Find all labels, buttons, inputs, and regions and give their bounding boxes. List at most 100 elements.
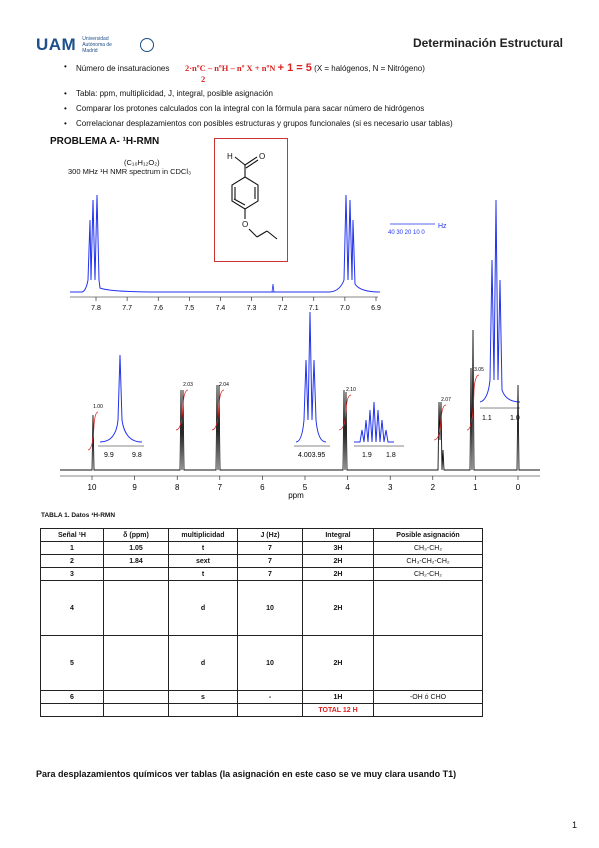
- table-cell: d: [168, 580, 238, 636]
- list-item: Número de insaturaciones 2·nºC – nºH – n…: [64, 62, 524, 84]
- axis-tick-label: 1: [473, 483, 478, 492]
- x-axis-label: ppm: [288, 491, 304, 500]
- table-cell: 2H: [302, 567, 374, 581]
- table-cell: CH₃-CH₂-CH₂: [373, 554, 483, 568]
- integral-value: 2.04: [219, 382, 229, 388]
- unsaturation-divisor: 2: [201, 74, 206, 84]
- inset-tick-label: 7.2: [278, 305, 288, 312]
- table-cell: 10: [237, 635, 303, 691]
- axis-tick-label: 2: [431, 483, 436, 492]
- table-cell: CH₂-CH₂: [373, 567, 483, 581]
- table-row: 6 s -1H -OH ó CHO: [40, 690, 483, 704]
- table-cell: [40, 703, 104, 717]
- table-cell: 1: [40, 541, 104, 555]
- column-header: Señal ¹H: [40, 528, 104, 542]
- footer-note: Para desplazamientos químicos ver tablas…: [36, 769, 457, 779]
- inset-tick-label: 7.7: [122, 305, 132, 312]
- page-title: Determinación Estructural: [412, 36, 563, 50]
- logo-text: UAM: [36, 35, 77, 54]
- table-cell: [237, 703, 303, 717]
- problem-title: PROBLEMA A- ¹H-RMN: [50, 136, 160, 147]
- structure-box: H O O: [214, 138, 288, 262]
- uam-logo: UAM Universidad Autónoma de Madrid: [36, 35, 155, 55]
- cho-singlet-inset: [99, 354, 143, 443]
- column-header: Posible asignación: [373, 528, 483, 542]
- table-cell: 7: [237, 541, 303, 555]
- table-body: 1 1.05 t 7 3H CH₃-CH₂ 2 1.84 sext 7 2H CH₃-CH₂-CH₂ 3…: [40, 541, 483, 717]
- table-cell: CH₃-CH₂: [373, 541, 483, 555]
- column-header: J (Hz): [237, 528, 303, 542]
- table-cell: d: [168, 635, 238, 691]
- axis-tick-label: 0: [516, 483, 521, 492]
- molecule-structure-diagram: H O O: [227, 152, 278, 240]
- table-cell: t: [168, 541, 238, 555]
- axis-tick-label: 9: [132, 483, 137, 492]
- svg-text:O: O: [259, 152, 265, 161]
- table-cell: 2: [40, 554, 104, 568]
- instruction-list: Número de insaturaciones 2·nºC – nºH – n…: [64, 62, 524, 134]
- table-cell: t: [168, 567, 238, 581]
- integral-value: 2.10: [346, 387, 356, 393]
- integral-value: 1.00: [93, 404, 103, 410]
- table-cell: [103, 690, 169, 704]
- table-cell: 7: [237, 554, 303, 568]
- inset-tick-label: 7.3: [247, 305, 257, 312]
- ch3-inset-tick-2: 1.0: [510, 415, 520, 422]
- table-cell: [103, 567, 169, 581]
- inset-tick-label: 7.8: [91, 305, 101, 312]
- hz-scale: 40 30 20 10 0 Hz: [388, 223, 447, 236]
- list-item: Comparar los protones calculados con la …: [64, 104, 524, 114]
- table-header-row: Señal ¹H δ (ppm) multiplicidad J (Hz) In…: [40, 528, 483, 542]
- unsaturation-result: + 1 = 5: [277, 62, 312, 74]
- table-cell: 6: [40, 690, 104, 704]
- table-total-row: TOTAL 12 H: [40, 703, 483, 717]
- axis-tick-label: 6: [260, 483, 265, 492]
- ch2-inset-tick-2: 1.8: [386, 452, 396, 459]
- nmr-spectrum: 7.8 7.7 7.6 7.5 7.4 7.3 7.2 7.1 7.0 6.9 40 30 20 …: [60, 194, 540, 500]
- axis-tick-label: 7: [218, 483, 223, 492]
- main-spectrum-trace: [60, 329, 540, 471]
- table-cell: 2H: [302, 635, 374, 691]
- table-cell: 1.05: [103, 541, 169, 555]
- table-cell: -: [237, 690, 303, 704]
- integral-labels: 1.00 2.03 2.04 2.10 2.07 3.05: [93, 367, 484, 410]
- list-item: Correlacionar desplazamientos con posibl…: [64, 119, 524, 129]
- table-cell: 2H: [302, 580, 374, 636]
- page-number: 1: [571, 820, 577, 830]
- unsaturation-label: Número de insaturaciones: [76, 64, 170, 73]
- integral-value: 3.05: [474, 367, 484, 373]
- aromatic-inset: 7.8 7.7 7.6 7.5 7.4 7.3 7.2 7.1 7.0 6.9: [70, 194, 381, 312]
- list-item: Tabla: ppm, multiplicidad, J, integral, …: [64, 89, 524, 99]
- table-row: 2 1.84 sext 7 2H CH₃-CH₂-CH₂: [40, 554, 483, 568]
- table-cell: 10: [237, 580, 303, 636]
- inset-tick-label: 6.9: [371, 305, 381, 312]
- ch3-triplet-inset: [479, 199, 521, 403]
- table-cell: [103, 580, 169, 636]
- logo-subtext: Universidad Autónoma de Madrid: [82, 36, 112, 54]
- table-cell: [103, 703, 169, 717]
- table-cell: sext: [168, 554, 238, 568]
- integral-value: 2.07: [441, 397, 451, 403]
- nmr-data-table: Señal ¹H δ (ppm) multiplicidad J (Hz) In…: [40, 528, 483, 717]
- inset-tick-label: 7.5: [184, 305, 194, 312]
- ch2-inset-tick-1: 1.9: [362, 452, 372, 459]
- unsaturation-note: (X = halógenos, N = Nitrógeno): [314, 64, 425, 73]
- inset-ticks: 7.8 7.7 7.6 7.5 7.4 7.3 7.2 7.1 7.0 6.9: [91, 297, 381, 312]
- table-cell: [168, 703, 238, 717]
- axis-tick-label: 4: [345, 483, 350, 492]
- table-cell: 4: [40, 580, 104, 636]
- residual-peak-trace: [266, 283, 280, 293]
- axis-tick-label: 10: [88, 483, 97, 492]
- axis-tick-label: 3: [388, 483, 393, 492]
- inset-tick-label: 7.4: [216, 305, 226, 312]
- table-cell: [103, 635, 169, 691]
- column-header: Integral: [302, 528, 374, 542]
- table-cell: [373, 703, 483, 717]
- aromatic-doublets-trace: [70, 194, 381, 293]
- inset-tick-label: 7.1: [309, 305, 319, 312]
- table-cell: 5: [40, 635, 104, 691]
- integral-value: 2.03: [183, 382, 193, 388]
- svg-text:O: O: [242, 220, 248, 229]
- ch2-sextet-inset: [354, 401, 394, 443]
- table-row: 4 d 10 2H: [40, 580, 483, 636]
